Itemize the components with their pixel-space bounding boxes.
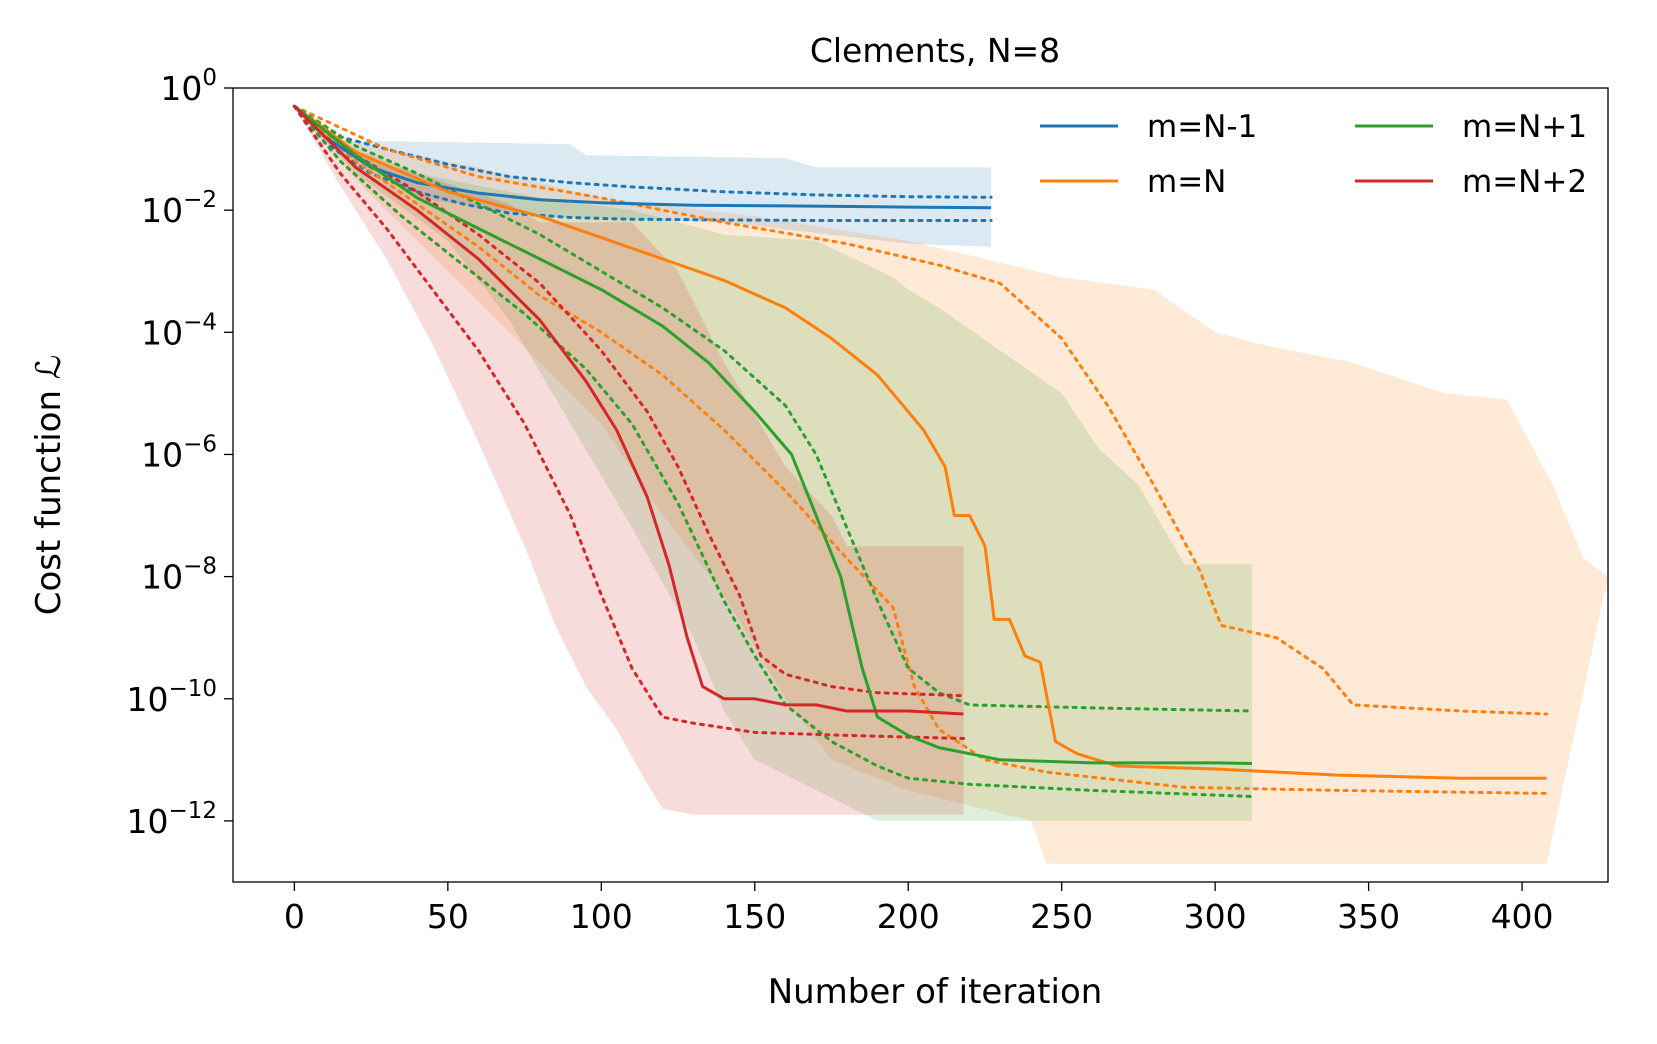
line-layer bbox=[292, 104, 1549, 798]
dotted-upper-line-m=N+1 bbox=[292, 104, 1254, 713]
chart-title: Clements, N=8 bbox=[810, 31, 1060, 70]
dotted-upper-line-m=N-1 bbox=[292, 104, 993, 199]
x-tick-label: 250 bbox=[1030, 897, 1093, 936]
x-tick-label: 350 bbox=[1337, 897, 1400, 936]
y-tick-label: 10−10 bbox=[126, 676, 217, 719]
mean-line-m=N+2 bbox=[293, 105, 964, 716]
y-tick-label: 10−8 bbox=[141, 554, 217, 597]
y-tick-label: 10−12 bbox=[126, 798, 217, 841]
dotted-upper-line-m=N bbox=[292, 104, 1549, 716]
x-axis-label: Number of iteration bbox=[768, 972, 1103, 1012]
x-tick-label: 200 bbox=[877, 897, 940, 936]
dotted-upper-line-m=N+2 bbox=[292, 104, 965, 698]
legend-label-m=N: m=N bbox=[1147, 164, 1226, 200]
legend: m=N-1 m=N m=N+1 m=N+2 bbox=[1040, 109, 1587, 200]
y-tick-label: 100 bbox=[160, 65, 217, 108]
y-axis-ticks: 100 10−2 10−4 10−6 10−8 10−10 10−12 bbox=[126, 65, 233, 841]
x-axis-ticks: 0 50 100 150 200 250 300 350 400 bbox=[284, 882, 1554, 936]
x-tick-label: 100 bbox=[570, 897, 633, 936]
legend-label-m=N-1: m=N-1 bbox=[1147, 109, 1257, 145]
x-tick-label: 50 bbox=[427, 897, 469, 936]
y-tick-label: 10−4 bbox=[141, 309, 217, 352]
dotted-lower-line-m=N-1 bbox=[292, 104, 993, 222]
band-m=N+1 bbox=[294, 106, 1252, 821]
dotted-lower-line-m=N bbox=[292, 104, 1549, 795]
x-tick-label: 300 bbox=[1184, 897, 1247, 936]
x-tick-label: 400 bbox=[1491, 897, 1554, 936]
x-tick-label: 150 bbox=[723, 897, 786, 936]
band-m=N-1 bbox=[294, 106, 992, 247]
legend-label-m=N+2: m=N+2 bbox=[1462, 164, 1587, 200]
y-tick-label: 10−6 bbox=[141, 431, 217, 474]
dotted-lower-line-m=N+1 bbox=[292, 104, 1254, 798]
dotted-lower-line-m=N+2 bbox=[292, 104, 965, 740]
band-m=N bbox=[294, 106, 1608, 864]
y-axis-label: Cost function ℒ bbox=[29, 355, 69, 616]
x-tick-label: 0 bbox=[284, 897, 305, 936]
y-tick-label: 10−2 bbox=[141, 187, 217, 230]
plot-frame bbox=[232, 87, 1609, 883]
mean-line-m=N-1 bbox=[293, 105, 992, 210]
mean-line-m=N+1 bbox=[293, 105, 1253, 765]
legend-label-m=N+1: m=N+1 bbox=[1462, 109, 1587, 145]
